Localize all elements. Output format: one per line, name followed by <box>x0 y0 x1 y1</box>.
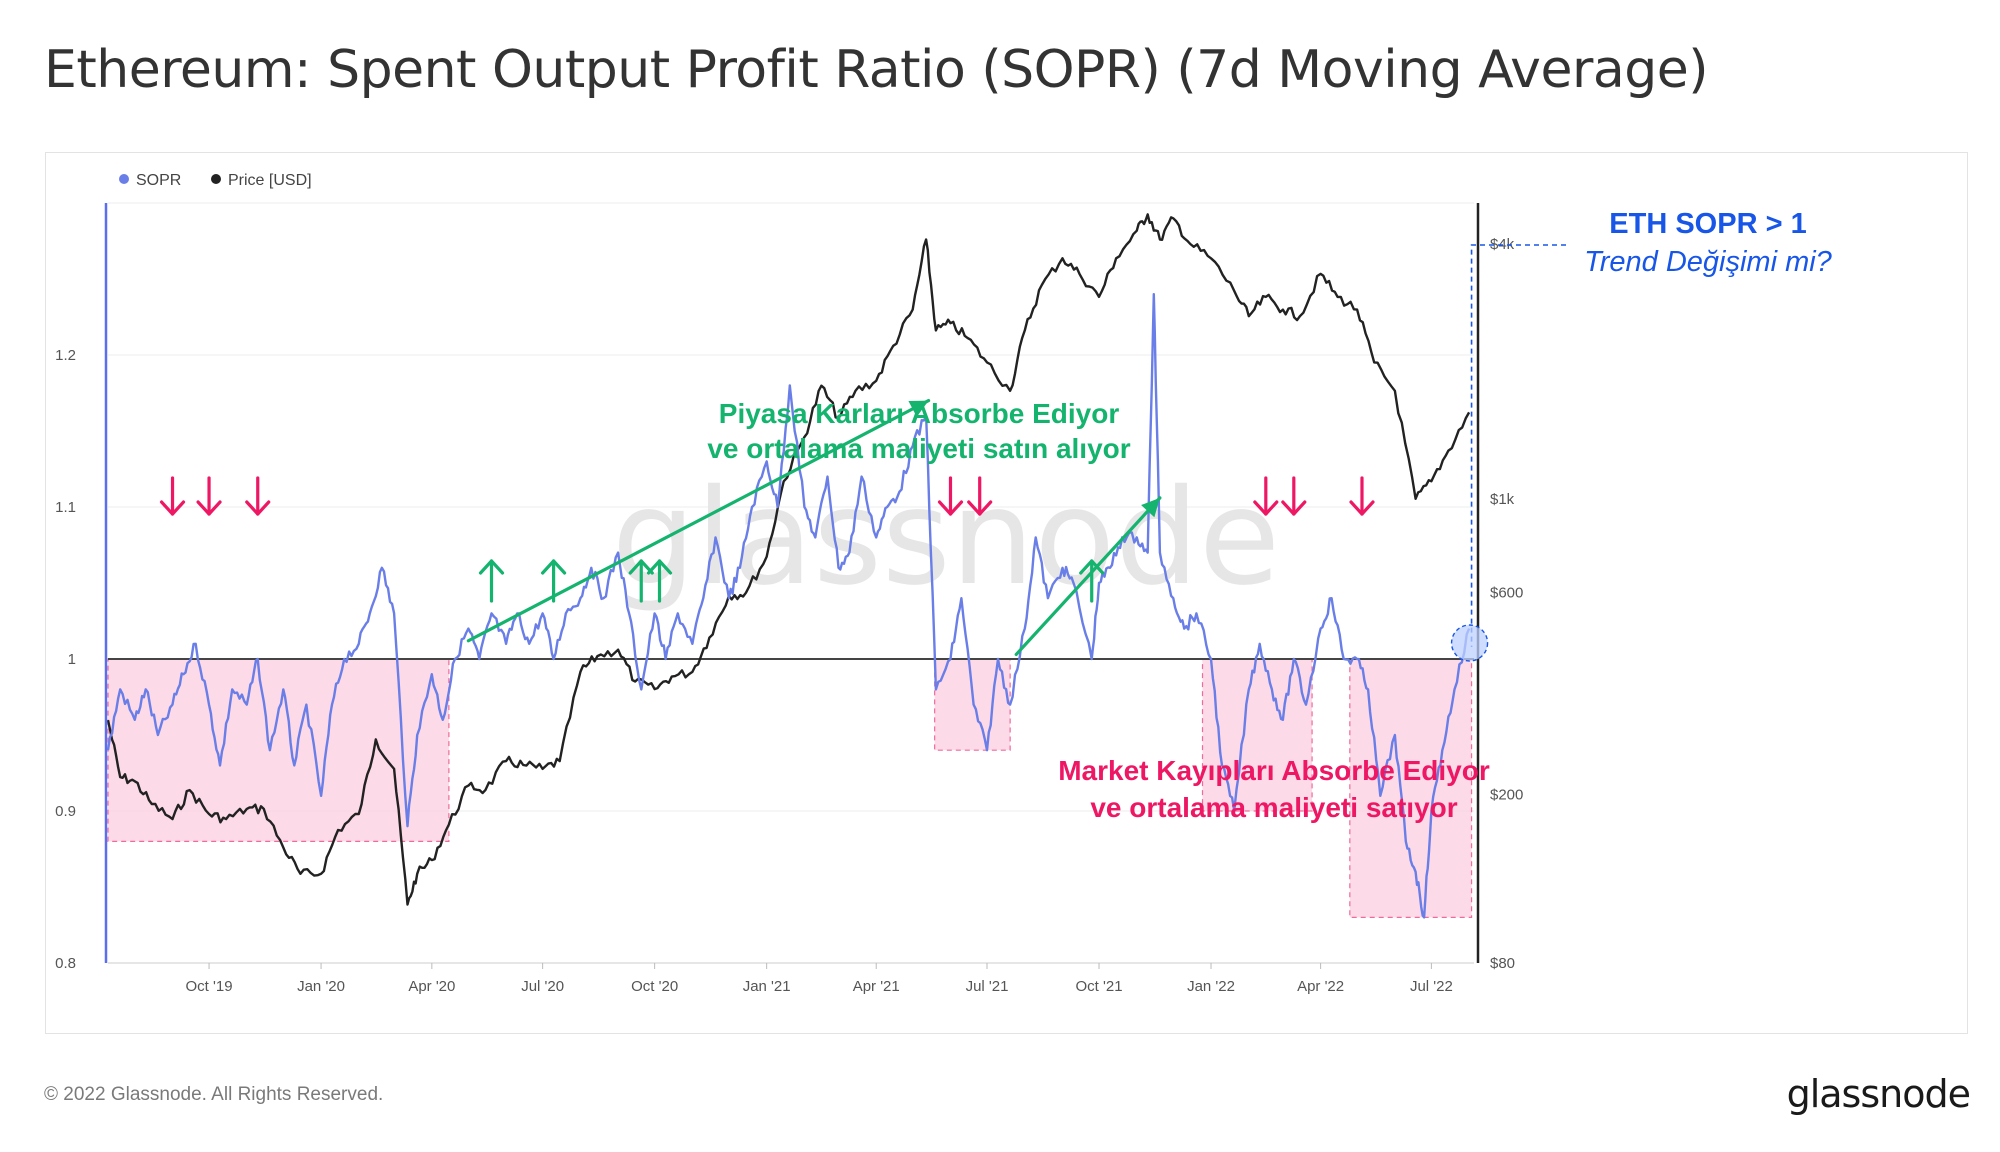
y-right-tick-label: $80 <box>1490 955 1515 972</box>
trend-arrow-2-head <box>1141 497 1160 518</box>
x-tick-label: Jul '20 <box>521 978 564 995</box>
x-tick-label: Oct '21 <box>1075 978 1122 995</box>
x-tick-label: Apr '22 <box>1297 978 1344 995</box>
pink-zones-layer <box>107 658 1473 918</box>
down-arrow-head <box>967 500 993 516</box>
y-left-tick-label: 1.1 <box>55 499 76 516</box>
y-left-tick-label: 0.9 <box>55 803 76 820</box>
legend-price-label[interactable]: Price [USD] <box>228 172 312 189</box>
x-tick-label: Jan '21 <box>743 978 791 995</box>
price-line <box>106 213 1471 906</box>
y-right-tick-label: $600 <box>1490 585 1523 602</box>
annotation-red-line1: Market Kayıpları Absorbe Ediyor <box>1058 755 1490 786</box>
annotations-layer <box>159 244 1566 662</box>
annotation-red-line2: ve ortalama maliyeti satıyor <box>1090 792 1457 823</box>
x-tick-label: Oct '19 <box>186 978 233 995</box>
y-right-tick-label: $200 <box>1490 787 1523 804</box>
chart-legend: SOPR Price [USD] <box>119 172 312 189</box>
trend-arrow-1-head <box>908 400 929 417</box>
up-arrow-head <box>628 559 654 575</box>
x-tick-label: Apr '21 <box>853 978 900 995</box>
y-left-tick-label: 0.8 <box>55 955 76 972</box>
sopr-line <box>106 292 1471 919</box>
blue-callout-line <box>1470 244 1566 647</box>
pink-zone-3 <box>1201 658 1313 812</box>
down-arrow-head <box>1253 500 1279 516</box>
series-lines-layer <box>106 213 1471 919</box>
down-arrow-head <box>196 500 222 516</box>
down-arrow-head <box>245 500 271 516</box>
up-arrow-head <box>540 559 567 575</box>
y-left-tick-label: 1 <box>68 651 76 668</box>
y-left-tick-label: 1.2 <box>55 347 76 364</box>
trend-arrow-2 <box>1014 496 1162 657</box>
x-tick-label: Oct '20 <box>631 978 678 995</box>
down-arrow-head <box>1349 500 1375 516</box>
x-tick-label: Jul '22 <box>1410 978 1453 995</box>
chart-frame: glassnode 0.8 0.9 1 1.1 1.2 $80 $200 $600 $1k $4k… <box>45 152 1968 1034</box>
trend-arrow-1 <box>466 399 931 643</box>
watermark-text: glassnode <box>612 461 1280 615</box>
x-tick-label: Jan '20 <box>297 978 345 995</box>
copyright-text: © 2022 Glassnode. All Rights Reserved. <box>44 1084 384 1105</box>
page-title: Ethereum: Spent Output Profit Ratio (SOP… <box>44 40 1708 100</box>
glassnode-logo[interactable]: glassnode <box>1786 1072 1971 1116</box>
y-right-tick-label: $1k <box>1490 491 1515 508</box>
up-arrow-head <box>1079 559 1105 575</box>
annotation-blue-line2: Trend Değişimi mi? <box>1584 246 1833 278</box>
up-arrow-head <box>646 559 673 575</box>
down-arrow-head <box>159 500 186 516</box>
up-arrow-head <box>478 559 505 575</box>
legend-sopr-label[interactable]: SOPR <box>136 172 181 189</box>
annotation-blue-line1: ETH SOPR > 1 <box>1609 208 1806 240</box>
down-arrow-head <box>937 500 964 516</box>
legend-price-marker[interactable] <box>211 174 221 184</box>
blue-highlight-circle <box>1450 624 1489 662</box>
annotation-green-line2: ve ortalama maliyeti satın alıyor <box>707 433 1130 464</box>
chart-svg: glassnode 0.80.911.11.2$80$200$600$1k$4k… <box>55 172 1833 995</box>
x-tick-label: Jan '22 <box>1187 978 1235 995</box>
legend-sopr-marker[interactable] <box>119 174 129 184</box>
x-tick-label: Jul '21 <box>966 978 1009 995</box>
x-tick-label: Apr '20 <box>408 978 455 995</box>
down-arrow-head <box>1281 500 1307 516</box>
annotation-green-line1: Piyasa Karları Absorbe Ediyor <box>719 398 1120 429</box>
